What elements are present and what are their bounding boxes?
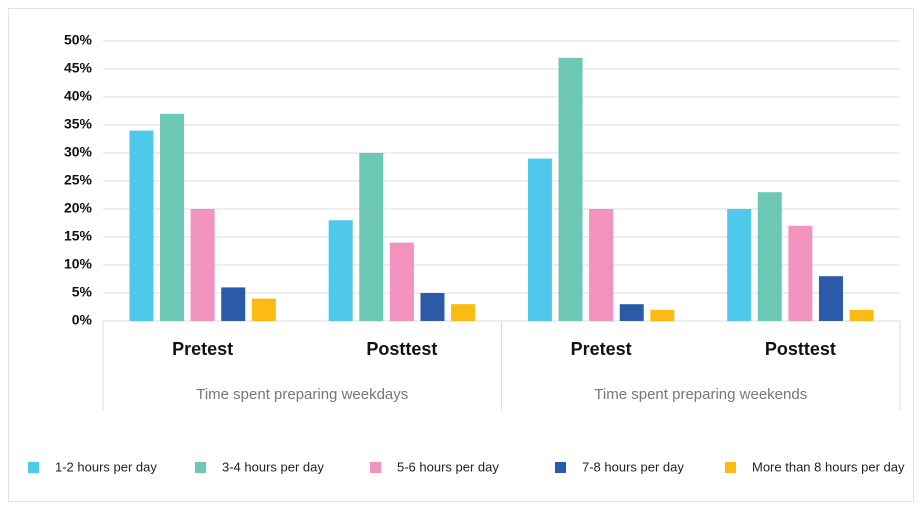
bar [251, 298, 276, 321]
bar [451, 304, 476, 321]
legend-label: 5-6 hours per day [397, 459, 499, 474]
bar [849, 309, 874, 321]
legend-swatch [555, 462, 566, 473]
y-tick-label: 15% [64, 228, 93, 244]
legend-label: 1-2 hours per day [55, 459, 157, 474]
legend-swatch [195, 462, 206, 473]
bar [420, 293, 445, 321]
legend-swatch [725, 462, 736, 473]
x-tick-label: Posttest [366, 339, 437, 359]
legend-swatch [28, 462, 39, 473]
bar [160, 113, 185, 321]
group-label: Time spent preparing weekdays [196, 386, 408, 403]
bar [190, 209, 215, 321]
bar [757, 192, 782, 321]
bar [221, 287, 246, 321]
x-tick-label: Pretest [571, 339, 632, 359]
bar [389, 242, 414, 321]
bar [589, 209, 614, 321]
bar [558, 57, 583, 322]
bar [727, 209, 752, 321]
y-tick-label: 25% [64, 172, 93, 188]
x-tick-label: Pretest [172, 339, 233, 359]
bar [650, 309, 675, 321]
bar [619, 304, 644, 321]
bar [818, 276, 843, 321]
y-tick-label: 30% [64, 144, 93, 160]
y-tick-label: 0% [72, 312, 93, 328]
group-label: Time spent preparing weekends [594, 386, 807, 403]
x-tick-label: Posttest [765, 339, 836, 359]
legend-swatch [370, 462, 381, 473]
y-tick-label: 45% [64, 60, 93, 76]
bar [328, 220, 353, 321]
y-tick-label: 20% [64, 200, 93, 216]
y-tick-label: 5% [72, 284, 93, 300]
y-tick-label: 50% [64, 32, 93, 48]
bar [129, 130, 154, 321]
legend-label: More than 8 hours per day [752, 459, 905, 474]
y-tick-label: 40% [64, 88, 93, 104]
y-tick-label: 35% [64, 116, 93, 132]
y-tick-label: 10% [64, 256, 93, 272]
bar [527, 158, 552, 321]
bar [359, 153, 384, 321]
bar [788, 225, 813, 321]
legend-label: 7-8 hours per day [582, 459, 684, 474]
legend-label: 3-4 hours per day [222, 459, 324, 474]
